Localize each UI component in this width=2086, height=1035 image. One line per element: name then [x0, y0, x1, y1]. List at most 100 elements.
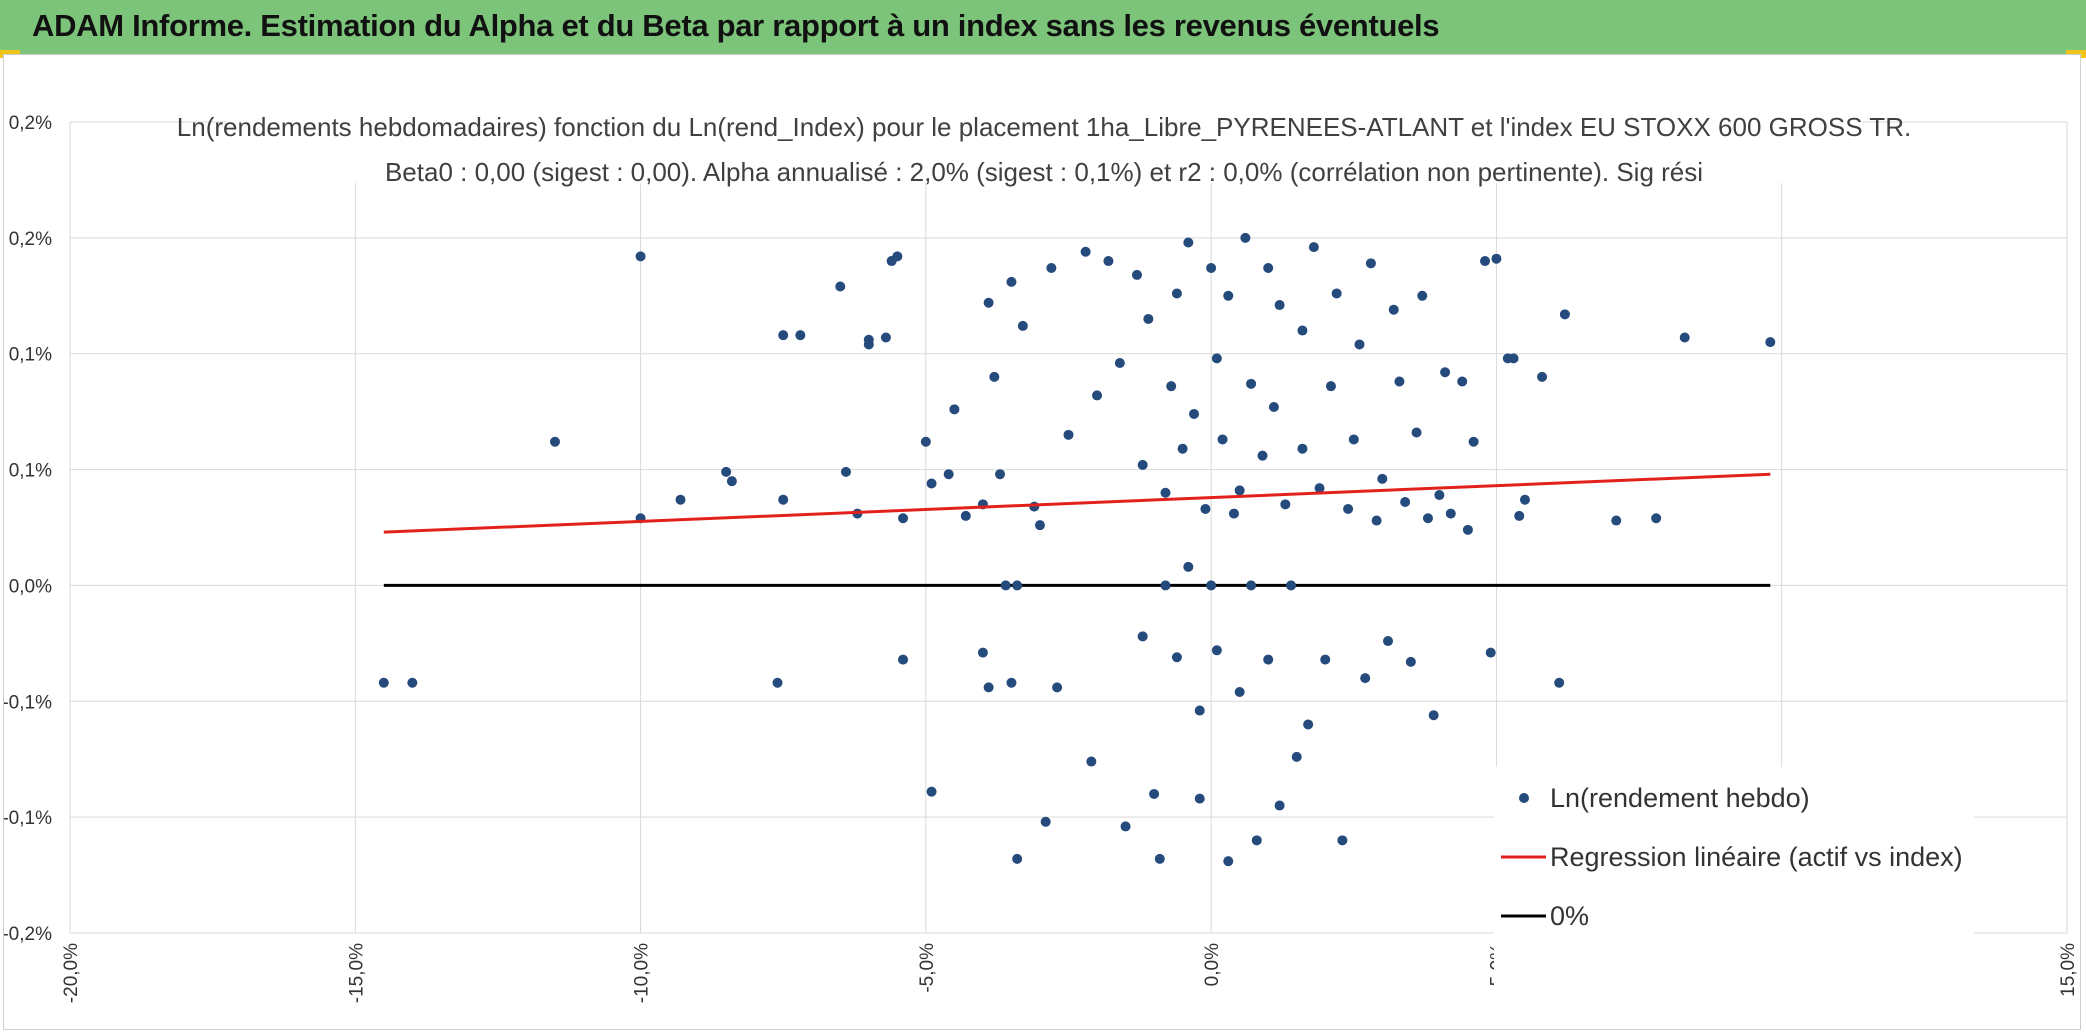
data-point-55 — [1143, 313, 1154, 324]
data-point-120 — [1445, 508, 1456, 519]
title-backdrop — [226, 105, 1862, 183]
y-tick-label-7: -0,2% — [4, 924, 52, 945]
data-point-6 — [721, 466, 732, 477]
data-point-5 — [675, 494, 686, 505]
data-point-67 — [1194, 705, 1205, 716]
data-point-97 — [1314, 483, 1325, 494]
data-point-59 — [1160, 580, 1171, 591]
data-point-70 — [1206, 262, 1217, 273]
data-point-76 — [1223, 290, 1234, 301]
data-point-119 — [1440, 367, 1451, 378]
data-point-121 — [1457, 376, 1468, 387]
data-point-108 — [1377, 473, 1388, 484]
data-point-87 — [1268, 402, 1279, 413]
report-banner: ADAM Informe. Estimation du Alpha et du … — [0, 0, 2086, 54]
data-point-42 — [1040, 816, 1051, 827]
x-tick-label-7: 15,0% — [2058, 943, 2079, 997]
scatter-chart: 0,2% 0,2% 0,1% 0,1% 0,0% -0,1% -0,1% -0,2% -20,… — [4, 105, 2079, 1003]
data-point-88 — [1274, 300, 1285, 311]
regression-line — [383, 472, 1771, 534]
data-point-103 — [1348, 434, 1359, 445]
data-point-69 — [1200, 503, 1211, 514]
data-point-36 — [1006, 276, 1017, 287]
data-point-113 — [1405, 656, 1416, 667]
data-point-98 — [1320, 654, 1331, 665]
data-point-54 — [1137, 459, 1148, 470]
data-point-99 — [1325, 381, 1336, 392]
data-point-40 — [1029, 501, 1040, 512]
data-point-125 — [1485, 647, 1496, 658]
data-point-106 — [1365, 258, 1376, 269]
data-point-32 — [989, 371, 1000, 382]
data-point-34 — [1000, 580, 1011, 591]
data-point-49 — [1103, 256, 1114, 267]
chart-title: Ln(rendements hebdomadaires) fonction du… — [177, 112, 1911, 142]
report-title: ADAM Informe. Estimation du Alpha et du … — [32, 8, 1440, 43]
data-point-51 — [1120, 821, 1131, 832]
data-point-28 — [977, 647, 988, 658]
data-point-22 — [920, 436, 931, 447]
data-point-78 — [1234, 687, 1245, 698]
data-point-50 — [1114, 357, 1125, 368]
data-point-48 — [1092, 390, 1103, 401]
x-tick-label-4: 0,0% — [1202, 943, 1223, 986]
data-point-96 — [1308, 242, 1319, 253]
data-point-114 — [1411, 427, 1422, 438]
data-point-133 — [1559, 309, 1570, 320]
data-point-8 — [778, 330, 789, 341]
data-point-3 — [635, 251, 646, 262]
y-tick-label-1: 0,2% — [9, 229, 52, 250]
data-point-47 — [1086, 756, 1097, 767]
data-point-136 — [1679, 332, 1690, 343]
data-point-80 — [1240, 232, 1251, 243]
data-point-10 — [772, 677, 783, 688]
data-point-83 — [1251, 835, 1262, 846]
x-tick-label-0: -20,0% — [61, 943, 82, 1003]
data-point-100 — [1331, 288, 1342, 299]
data-point-137 — [1765, 337, 1776, 348]
data-point-112 — [1400, 497, 1411, 508]
scatter-points — [378, 232, 1776, 867]
data-point-20 — [898, 513, 909, 524]
chart-subtitle: Beta0 : 0,00 (sigest : 0,00). Alpha annu… — [385, 157, 1703, 187]
data-point-79 — [1234, 485, 1245, 496]
legend-label-scatter: Ln(rendement hebdo) — [1550, 783, 1810, 813]
data-point-43 — [1046, 262, 1057, 273]
data-point-26 — [949, 404, 960, 415]
data-point-105 — [1360, 673, 1371, 684]
data-point-44 — [1052, 682, 1063, 693]
data-point-57 — [1154, 853, 1165, 864]
data-point-2 — [549, 436, 560, 447]
data-point-91 — [1286, 580, 1297, 591]
data-point-19 — [892, 251, 903, 262]
data-point-82 — [1246, 580, 1257, 591]
data-point-0 — [378, 677, 389, 688]
data-point-75 — [1223, 856, 1234, 867]
chart-area: 0,2% 0,2% 0,1% 0,1% 0,0% -0,1% -0,1% -0,2% -20,… — [3, 54, 2081, 1030]
data-point-74 — [1217, 434, 1228, 445]
data-point-13 — [840, 466, 851, 477]
x-tick-label-1: -15,0% — [346, 943, 367, 1003]
data-point-73 — [1211, 353, 1222, 364]
y-tick-label-5: -0,1% — [4, 692, 52, 713]
data-point-118 — [1434, 490, 1445, 501]
data-point-124 — [1480, 256, 1491, 267]
legend-backdrop — [1494, 767, 1974, 997]
data-point-89 — [1274, 800, 1285, 811]
data-point-30 — [983, 297, 994, 308]
data-point-46 — [1080, 246, 1091, 257]
data-point-61 — [1171, 288, 1182, 299]
x-tick-label-2: -10,0% — [632, 943, 653, 1003]
data-point-11 — [778, 494, 789, 505]
data-point-81 — [1246, 378, 1257, 389]
data-point-134 — [1611, 515, 1622, 526]
data-point-65 — [1183, 561, 1194, 572]
data-point-63 — [1177, 443, 1188, 454]
y-tick-label-2: 0,1% — [9, 345, 52, 366]
data-point-86 — [1263, 654, 1274, 665]
data-point-60 — [1166, 381, 1177, 392]
data-point-77 — [1228, 508, 1239, 519]
data-point-41 — [1034, 520, 1045, 531]
data-point-95 — [1303, 719, 1314, 730]
data-point-122 — [1462, 524, 1473, 535]
